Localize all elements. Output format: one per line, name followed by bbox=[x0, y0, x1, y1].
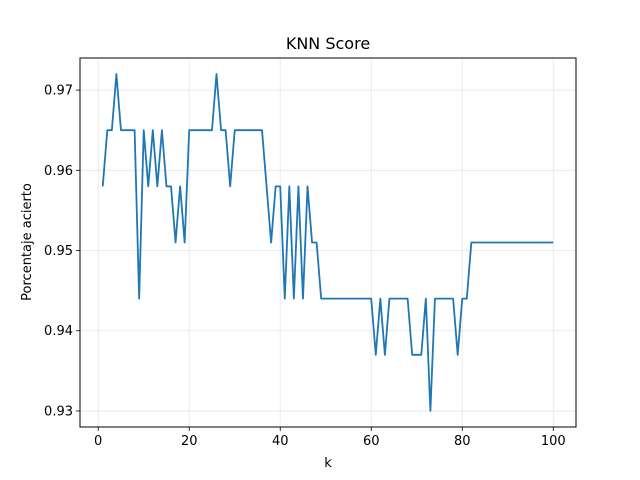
y-axis-label: Porcentaje acierto bbox=[20, 183, 35, 301]
series-line bbox=[101, 73, 554, 412]
x-tick-label: 100 bbox=[541, 434, 566, 449]
y-tick-label: 0.96 bbox=[44, 164, 73, 179]
x-tick-label: 0 bbox=[94, 434, 102, 449]
x-axis-label: k bbox=[324, 456, 332, 471]
y-tick-label: 0.93 bbox=[44, 404, 73, 419]
y-tick-label: 0.94 bbox=[44, 324, 73, 339]
x-axis: 0 20 40 60 80 100 bbox=[94, 427, 566, 449]
chart-title: KNN Score bbox=[286, 34, 370, 53]
y-tick-label: 0.95 bbox=[44, 244, 73, 259]
x-tick-label: 60 bbox=[363, 434, 380, 449]
x-tick-label: 40 bbox=[272, 434, 289, 449]
x-tick-label: 80 bbox=[454, 434, 471, 449]
x-tick-label: 20 bbox=[181, 434, 198, 449]
plot-frame bbox=[79, 57, 577, 428]
y-tick-label: 0.97 bbox=[44, 84, 73, 99]
series-layer bbox=[101, 73, 554, 412]
y-axis: 0.93 0.94 0.95 0.96 0.97 bbox=[44, 84, 80, 419]
